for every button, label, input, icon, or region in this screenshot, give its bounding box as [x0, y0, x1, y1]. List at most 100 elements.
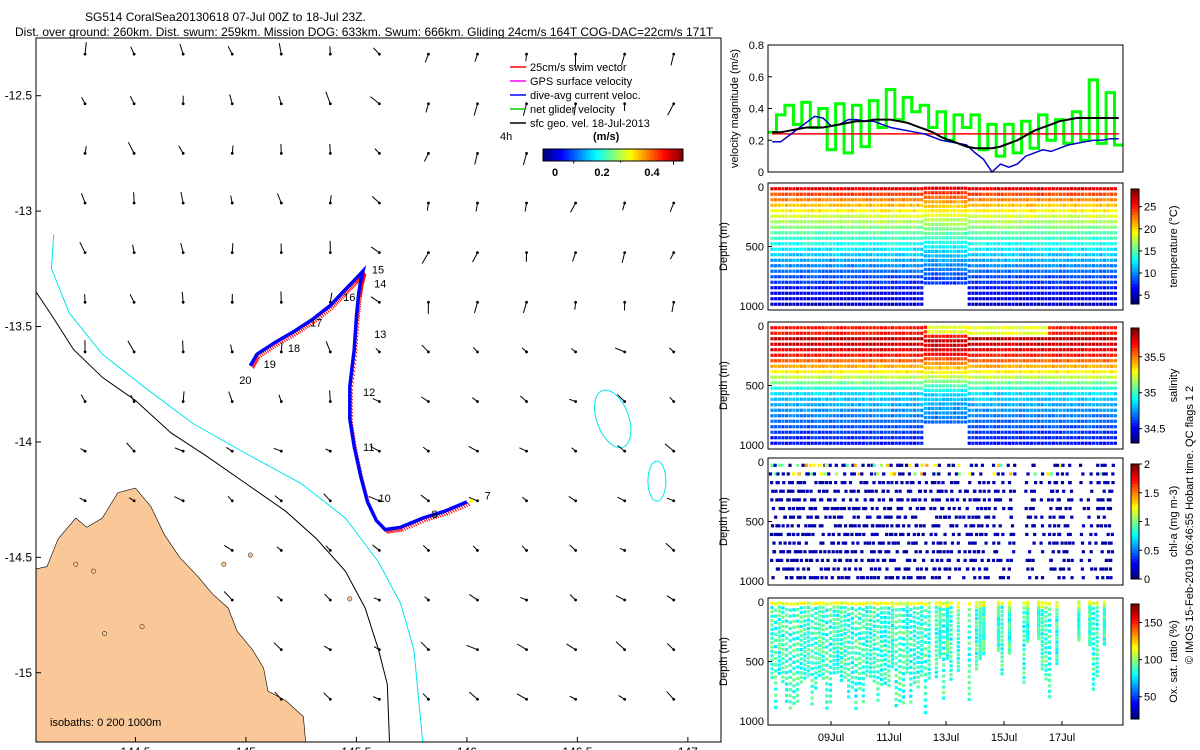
salinity-sample	[876, 408, 880, 412]
temperature-sample	[825, 253, 829, 257]
temperature-sample	[931, 267, 935, 272]
salinity-sample	[934, 420, 938, 424]
temperature-sample	[960, 209, 964, 213]
temperature-sample	[978, 297, 982, 301]
salinity-sample	[876, 403, 880, 407]
temperature-sample	[949, 231, 953, 235]
salinity-sample	[1015, 353, 1019, 357]
salinity-sample	[916, 441, 920, 445]
salinity-sample	[832, 348, 836, 352]
geo-velocity-arrow-head	[279, 697, 283, 701]
salinity-sample	[1011, 425, 1015, 429]
salinity-sample	[934, 384, 938, 388]
salinity-sample	[1066, 441, 1070, 445]
temperature-sample	[1044, 214, 1048, 218]
temperature-sample	[996, 291, 1001, 295]
temperature-sample	[1069, 192, 1074, 196]
temperature-sample	[912, 242, 917, 246]
temperature-sample	[909, 231, 913, 235]
salinity-sample	[989, 403, 993, 407]
temperature-sample	[1110, 242, 1114, 246]
salinity-sample	[909, 353, 913, 357]
temperature-sample	[839, 242, 843, 246]
temperature-sample	[839, 247, 843, 251]
salinity-sample	[817, 425, 822, 429]
temperature-sample	[865, 297, 869, 301]
salinity-sample	[927, 402, 931, 406]
salinity-sample	[1055, 331, 1059, 335]
salinity-sample	[912, 381, 917, 385]
salinity-sample	[971, 419, 975, 423]
temperature-sample	[825, 209, 829, 213]
salinity-sample	[934, 339, 938, 343]
salinity-sample	[836, 331, 840, 335]
salinity-sample	[1084, 403, 1088, 407]
geo-velocity-arrow-head	[328, 499, 332, 503]
temperature-sample	[963, 254, 968, 258]
temperature-sample	[923, 267, 928, 272]
salinity-sample	[1051, 408, 1055, 412]
temperature-sample	[1066, 297, 1070, 301]
salinity-sample	[810, 337, 814, 341]
salinity-sample	[953, 420, 957, 424]
salinity-sample	[1007, 359, 1012, 363]
temperature-sample	[803, 214, 807, 218]
temperature-sample	[839, 214, 843, 218]
temperature-sample	[810, 258, 814, 262]
temperature-sample	[854, 203, 858, 207]
salinity-sample	[1044, 392, 1048, 396]
salinity-sample	[1073, 337, 1077, 341]
temperature-sample	[1004, 187, 1008, 191]
salinity-sample	[1022, 403, 1026, 407]
geo-velocity-arrow	[126, 442, 135, 452]
salinity-sample	[1015, 430, 1019, 434]
salinity-sample	[865, 441, 869, 445]
temperature-sample	[774, 302, 778, 306]
geo-velocity-arrow	[524, 202, 528, 212]
salinity-sample	[923, 379, 928, 383]
temperature-colorbar-frame	[1130, 188, 1140, 305]
temperature-sample	[777, 291, 781, 295]
temperature-sample	[996, 220, 1001, 224]
temperature-sample	[1033, 258, 1037, 262]
temperature-sample	[785, 258, 789, 262]
temperature-sample	[949, 213, 953, 217]
salinity-sample	[810, 430, 814, 434]
temperature-sample	[1033, 198, 1037, 202]
temperature-sample	[1058, 302, 1063, 306]
salinity-sample	[927, 325, 931, 329]
temperature-sample	[1058, 286, 1063, 290]
salinity-sample	[803, 425, 807, 429]
salinity-sample	[781, 381, 785, 385]
temperature-sample	[828, 209, 833, 213]
temperature-sample	[777, 192, 781, 196]
salinity-sample	[872, 419, 876, 423]
temperature-sample	[956, 186, 960, 190]
geo-velocity-arrow	[372, 544, 380, 551]
salinity-sample	[901, 348, 906, 352]
geo-velocity-arrow	[329, 292, 333, 303]
temperature-sample	[898, 247, 902, 251]
temperature-sample	[1026, 291, 1030, 295]
temperature-sample	[788, 291, 792, 295]
salinity-sample	[788, 326, 792, 330]
salinity-sample	[1018, 425, 1022, 429]
salinity-sample	[883, 408, 887, 412]
salinity-sample	[1044, 425, 1048, 429]
salinity-sample	[898, 414, 902, 418]
temperature-sample	[960, 245, 964, 249]
salinity-sample	[1033, 386, 1037, 390]
salinity-sample	[920, 331, 924, 335]
salinity-sample	[1080, 414, 1085, 418]
temperature-sample	[1044, 291, 1048, 295]
geo-velocity-arrow	[79, 241, 86, 253]
salinity-sample	[909, 348, 913, 352]
salinity-sample	[777, 348, 781, 352]
temperature-sample	[1066, 242, 1070, 246]
temperature-sample	[1022, 264, 1026, 268]
temperature-sample	[1102, 198, 1106, 202]
salinity-colorbar-segment	[1131, 336, 1139, 340]
salinity-sample	[953, 334, 957, 338]
temperature-sample	[1018, 286, 1022, 290]
